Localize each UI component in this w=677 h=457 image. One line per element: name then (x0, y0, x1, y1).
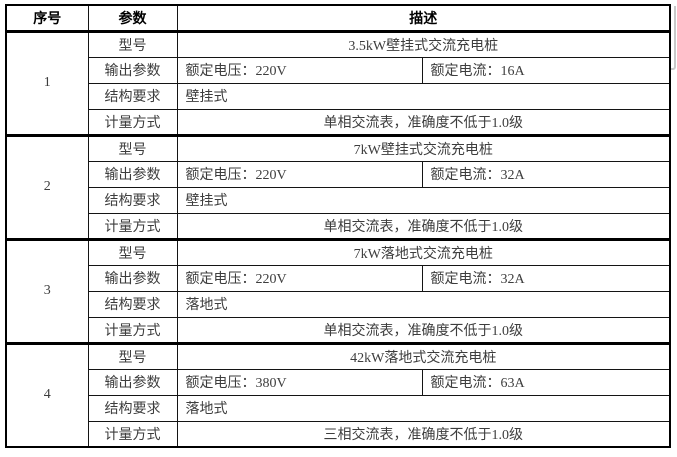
table-row: 计量方式 单相交流表，准确度不低于1.0级 (6, 212, 671, 240)
value-metering: 单相交流表，准确度不低于1.0级 (176, 316, 671, 344)
page-edge-marker (671, 6, 676, 70)
value-model: 7kW落地式交流充电桩 (176, 238, 671, 266)
value-rated-current: 额定电流：32A (421, 160, 671, 188)
header-row: 序号 参数 描述 (5, 4, 671, 33)
value-rated-current: 额定电流：16A (421, 56, 671, 84)
spec-group-4: 4 型号 42kW落地式交流充电桩 输出参数 额定电压：380V 额定电流：63… (5, 342, 671, 448)
spec-group-2: 2 型号 7kW壁挂式交流充电桩 输出参数 额定电压：220V 额定电流：32A… (5, 134, 671, 240)
param-label-metering: 计量方式 (87, 420, 178, 448)
table-row: 1 型号 3.5kW壁挂式交流充电桩 (5, 30, 671, 136)
param-label-output: 输出参数 (87, 368, 178, 396)
table-row: 结构要求 壁挂式 (6, 186, 671, 214)
value-rated-voltage: 额定电压：220V (176, 160, 423, 188)
table-row: 结构要求 落地式 (6, 394, 671, 422)
charging-pile-spec-table: 序号 参数 描述 1 型号 3.5kW壁挂式交流充电桩 输出参数 额定电压：22… (5, 4, 671, 448)
table-row: 2 型号 7kW壁挂式交流充电桩 (5, 134, 671, 240)
param-label-model: 型号 (87, 30, 178, 58)
param-label-output: 输出参数 (87, 264, 178, 292)
col-header-description: 描述 (176, 4, 671, 33)
param-label-output: 输出参数 (87, 160, 178, 188)
table-row: 输出参数 额定电压：220V 额定电流：16A (6, 56, 671, 84)
table-row: 计量方式 三相交流表，准确度不低于1.0级 (6, 420, 671, 448)
param-label-metering: 计量方式 (87, 316, 178, 344)
group-index: 3 (5, 238, 89, 344)
value-metering: 三相交流表，准确度不低于1.0级 (176, 420, 671, 448)
param-label-structure: 结构要求 (87, 394, 178, 422)
group-index: 1 (5, 30, 89, 136)
value-metering: 单相交流表，准确度不低于1.0级 (176, 108, 671, 136)
param-label-model: 型号 (87, 134, 178, 162)
value-structure: 落地式 (176, 290, 671, 318)
value-model: 7kW壁挂式交流充电桩 (176, 134, 671, 162)
value-rated-voltage: 额定电压：220V (176, 56, 423, 84)
param-label-model: 型号 (87, 342, 178, 370)
table-row: 4 型号 42kW落地式交流充电桩 (5, 342, 671, 448)
value-rated-voltage: 额定电压：380V (176, 368, 423, 396)
spec-group-3: 3 型号 7kW落地式交流充电桩 输出参数 额定电压：220V 额定电流：32A… (5, 238, 671, 344)
table-row: 输出参数 额定电压：220V 额定电流：32A (6, 160, 671, 188)
value-rated-current: 额定电流：63A (421, 368, 671, 396)
param-label-metering: 计量方式 (87, 108, 178, 136)
value-metering: 单相交流表，准确度不低于1.0级 (176, 212, 671, 240)
value-model: 3.5kW壁挂式交流充电桩 (176, 30, 671, 58)
table-row: 结构要求 壁挂式 (6, 82, 671, 110)
table-row: 输出参数 额定电压：220V 额定电流：32A (6, 264, 671, 292)
table-row: 计量方式 单相交流表，准确度不低于1.0级 (6, 108, 671, 136)
value-structure: 壁挂式 (176, 186, 671, 214)
value-structure: 壁挂式 (176, 82, 671, 110)
group-index: 2 (5, 134, 89, 240)
value-rated-current: 额定电流：32A (421, 264, 671, 292)
col-header-parameter: 参数 (87, 4, 178, 33)
param-label-structure: 结构要求 (87, 290, 178, 318)
col-header-index: 序号 (5, 4, 89, 33)
value-structure: 落地式 (176, 394, 671, 422)
param-label-metering: 计量方式 (87, 212, 178, 240)
param-label-output: 输出参数 (87, 56, 178, 84)
table-row: 3 型号 7kW落地式交流充电桩 (5, 238, 671, 344)
table-row: 计量方式 单相交流表，准确度不低于1.0级 (6, 316, 671, 344)
value-model: 42kW落地式交流充电桩 (176, 342, 671, 370)
table-row: 输出参数 额定电压：380V 额定电流：63A (6, 368, 671, 396)
param-label-structure: 结构要求 (87, 82, 178, 110)
table-row: 结构要求 落地式 (6, 290, 671, 318)
group-index: 4 (5, 342, 89, 448)
param-label-structure: 结构要求 (87, 186, 178, 214)
param-label-model: 型号 (87, 238, 178, 266)
spec-group-1: 1 型号 3.5kW壁挂式交流充电桩 输出参数 额定电压：220V 额定电流：1… (5, 30, 671, 136)
value-rated-voltage: 额定电压：220V (176, 264, 423, 292)
